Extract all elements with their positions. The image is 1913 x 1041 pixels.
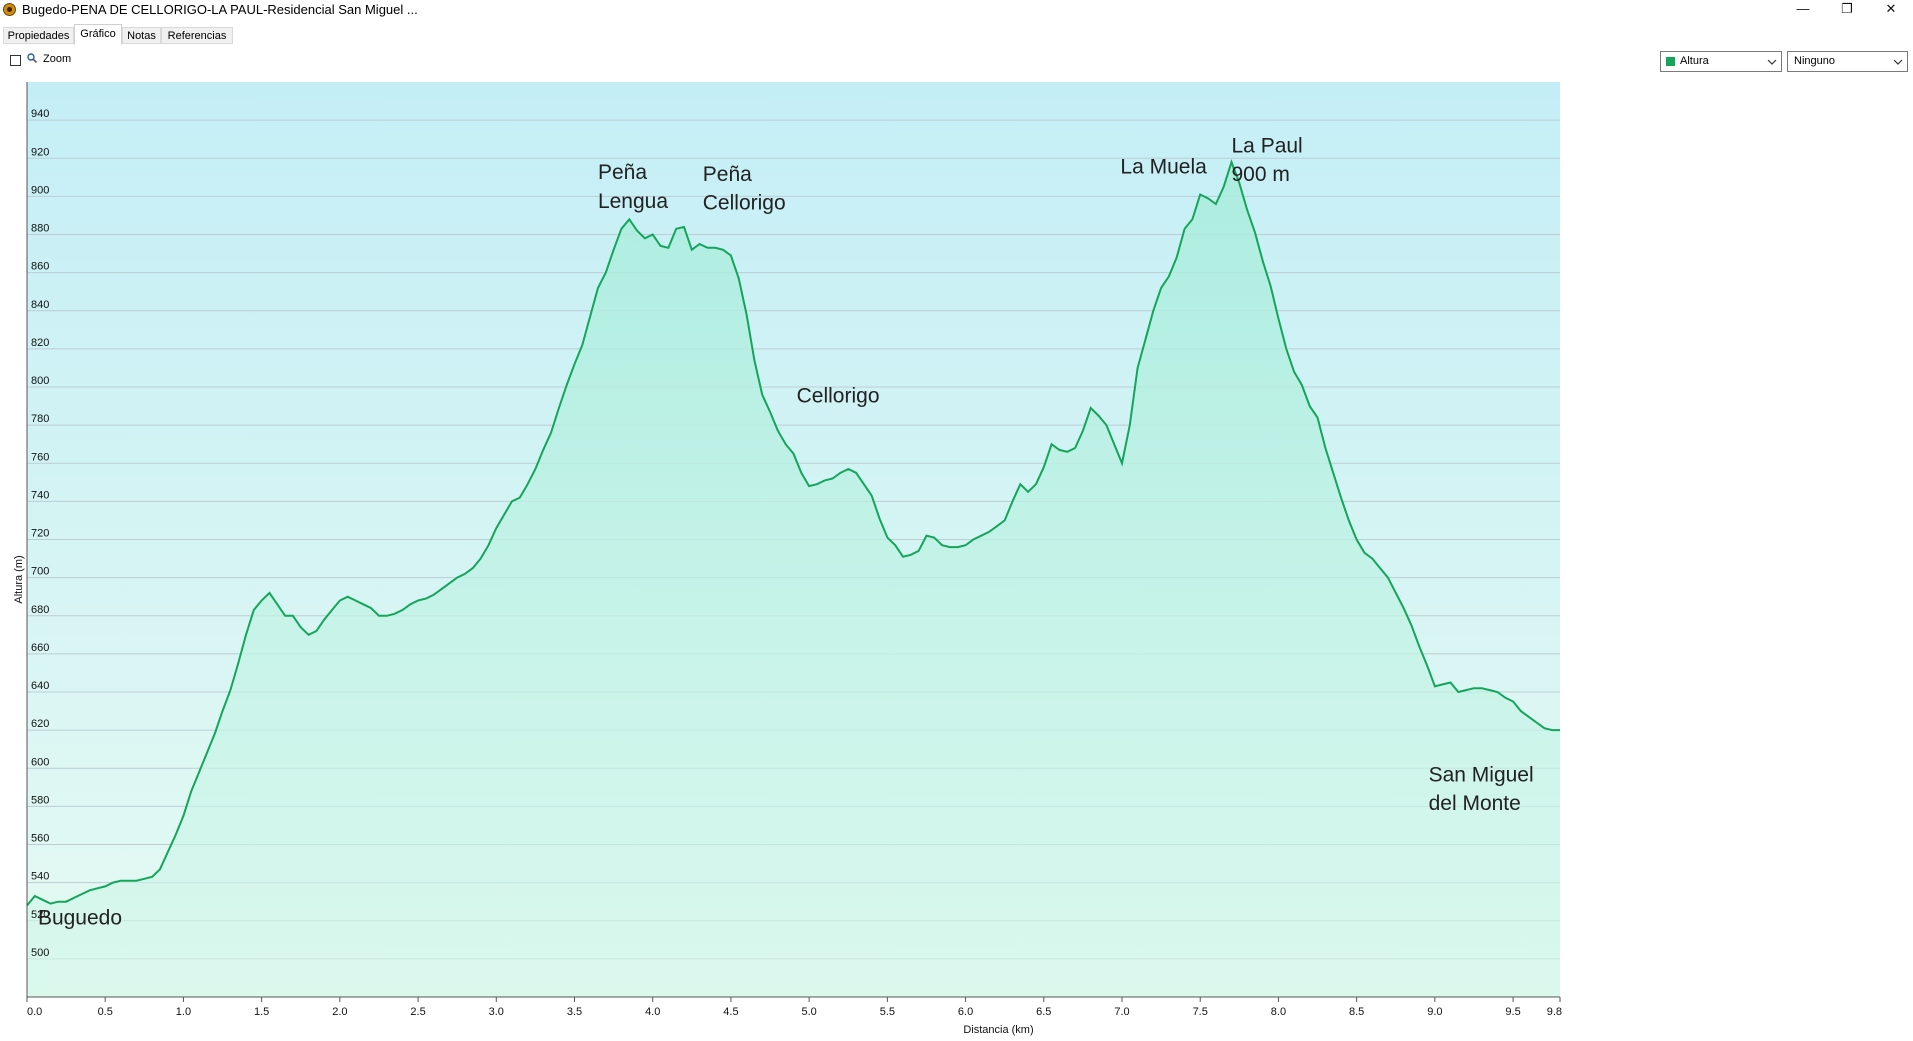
x-axis-label: Distancia (km) [963,1024,1033,1036]
x-tick-label: 2.0 [332,1006,347,1018]
series-select[interactable]: Altura [1660,51,1782,72]
y-tick-label: 560 [31,833,49,845]
y-tick-label: 800 [31,375,49,387]
y-tick-label: 520 [31,909,49,921]
chart-toolbar [0,45,1913,75]
x-tick-label: 7.5 [1193,1006,1208,1018]
x-tick-label: 3.0 [489,1006,504,1018]
y-tick-label: 680 [31,604,49,616]
y-tick-label: 860 [31,261,49,273]
y-tick-labels: 500 520 540 560 580 600 620 640 660 680 700 720 740 7… [31,108,49,959]
app-icon [3,3,16,16]
series-select-value: Altura [1680,55,1709,67]
annotation-label: San Miguel [1429,764,1534,787]
secondary-select[interactable]: Ninguno [1787,51,1908,72]
x-tick-label: 1.5 [254,1006,269,1018]
annotation-label: La Muela [1120,156,1207,179]
x-tick-label: 9.0 [1427,1006,1442,1018]
y-tick-label: 820 [31,337,49,349]
annotation-label: La Paul [1232,135,1303,158]
annotation-label: Lengua [598,190,668,213]
y-tick-label: 620 [31,718,49,730]
annotation-label: Cellorigo [703,192,786,215]
annotation-label: Peña [703,163,752,186]
annotation-label: Peña [598,161,647,184]
axes [26,82,1561,1002]
y-tick-label: 780 [31,413,49,425]
zoom-checkbox[interactable] [10,55,21,66]
x-tick-label: 7.0 [1114,1006,1129,1018]
tab-bar: Propiedades Gráfico Notas Referencias [0,24,1913,45]
window-title: Bugedo-PENA DE CELLORIGO-LA PAUL-Residen… [22,2,418,17]
y-tick-label: 840 [31,299,49,311]
y-tick-label: 540 [31,871,49,883]
y-tick-label: 660 [31,642,49,654]
x-tick-label: 9.8 [1547,1006,1562,1018]
x-tick-label: 3.5 [567,1006,582,1018]
tab-notas[interactable]: Notas [122,27,161,44]
y-tick-label: 920 [31,146,49,158]
x-tick-label: 8.5 [1349,1006,1364,1018]
x-tick-label: 5.0 [801,1006,816,1018]
y-tick-label: 640 [31,680,49,692]
x-tick-label: 0.5 [98,1006,113,1018]
tab-grafico[interactable]: Gráfico [74,24,122,45]
annotation-label: Buguedo [38,907,122,930]
x-tick-label: 6.0 [958,1006,973,1018]
x-tick-label: 2.5 [410,1006,425,1018]
tab-referencias[interactable]: Referencias [161,27,233,44]
y-tick-label: 740 [31,489,49,501]
secondary-select-value: Ninguno [1794,55,1835,67]
annotation-label: Cellorigo [797,384,880,407]
chevron-down-icon [1893,59,1903,65]
y-tick-label: 720 [31,528,49,540]
elevation-line [26,159,1560,907]
title-bar: Bugedo-PENA DE CELLORIGO-LA PAUL-Residen… [0,0,1913,20]
y-axis-label: Altura (m) [13,555,25,603]
y-tick-label: 580 [31,794,49,806]
x-tick-label: 8.0 [1271,1006,1286,1018]
y-tick-label: 880 [31,223,49,235]
tab-propiedades[interactable]: Propiedades [3,27,74,44]
x-tick-label: 9.5 [1505,1006,1520,1018]
magnifier-icon [27,53,37,63]
annotations: Buguedo Peña Lengua Peña Cellorigo Cellorigo L… [38,135,1534,930]
y-tick-label: 900 [31,184,49,196]
y-tick-label: 940 [31,108,49,120]
close-button[interactable]: ✕ [1885,1,1897,16]
x-tick-label: 4.5 [723,1006,738,1018]
restore-button[interactable]: ❐ [1841,1,1853,16]
annotation-label: 900 m [1232,163,1290,186]
elevation-chart: 500 520 540 560 580 600 620 640 660 680 700 720 740 7… [13,82,1562,1036]
x-tick-label: 6.5 [1036,1006,1051,1018]
x-tick-label: 4.0 [645,1006,660,1018]
zoom-label: Zoom [43,53,72,65]
y-tick-label: 700 [31,566,49,578]
x-tick-label: 1.0 [176,1006,191,1018]
x-tick-label: 0.0 [27,1006,42,1018]
y-tick-label: 760 [31,451,49,463]
elevation-area [27,162,1560,998]
x-tick-labels: 0.0 0.5 1.0 1.5 2.0 2.5 3.0 3.5 4.0 4.5 5.0 5.5 6.0 6… [27,1006,1562,1018]
series-color-swatch [1666,57,1675,66]
minimize-button[interactable]: — [1796,1,1810,16]
y-tick-label: 600 [31,756,49,768]
annotation-label: del Monte [1429,792,1521,815]
y-tick-label: 500 [31,947,49,959]
x-tick-label: 5.5 [880,1006,895,1018]
chevron-down-icon [1767,59,1777,65]
